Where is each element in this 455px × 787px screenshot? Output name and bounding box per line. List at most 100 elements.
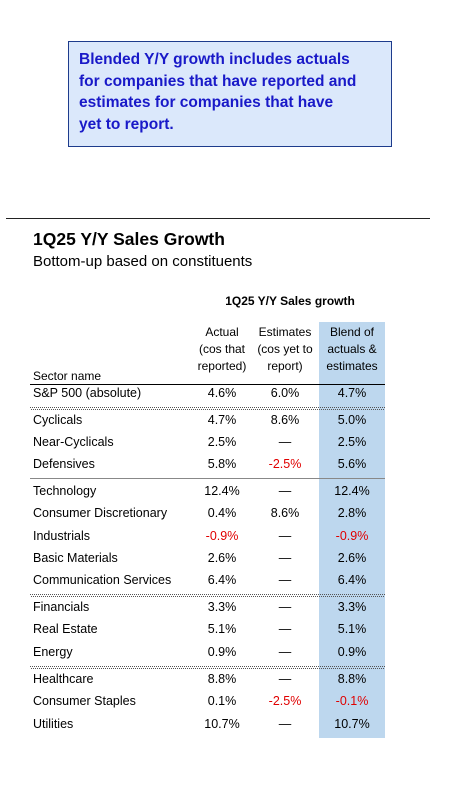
header-rule — [30, 384, 385, 385]
estimates-cell: 6.0% — [270, 386, 300, 400]
sector-column-header: Sector name — [33, 369, 102, 383]
estimates-cell: 8.6% — [270, 506, 300, 520]
sector-name-cell: Technology — [33, 484, 97, 498]
sector-name-cell: Cyclicals — [33, 413, 83, 427]
table-row: Real Estate 5.1% — 5.1% — [30, 620, 385, 640]
actual-cell: 4.7% — [207, 413, 237, 427]
table-row: Industrials -0.9% — -0.9% — [30, 527, 385, 547]
estimates-cell: 8.6% — [270, 413, 300, 427]
header-line: estimates — [326, 359, 378, 373]
sector-name-cell: Defensives — [33, 457, 95, 471]
table-row: Consumer Staples 0.1% -2.5% -0.1% — [30, 692, 385, 712]
actual-cell: 6.4% — [207, 573, 237, 587]
estimates-cell: -2.5% — [268, 694, 302, 708]
header-line: Blend of — [329, 325, 375, 339]
table-row: Consumer Discretionary 0.4% 8.6% 2.8% — [30, 504, 385, 524]
table-row: Cyclicals 4.7% 8.6% 5.0% — [30, 411, 385, 431]
actual-cell: 0.9% — [207, 645, 237, 659]
group-divider — [30, 478, 385, 479]
blend-cell: 3.3% — [337, 600, 367, 614]
estimates-column-header: Estimates (cos yet to report) — [250, 324, 320, 375]
estimates-cell: — — [278, 645, 292, 659]
actual-cell: 3.3% — [207, 600, 237, 614]
estimates-cell: — — [278, 717, 292, 731]
table-row: Basic Materials 2.6% — 2.6% — [30, 549, 385, 569]
estimates-cell: — — [278, 435, 292, 449]
note-line: for companies that have reported and — [79, 72, 357, 90]
estimates-cell: — — [278, 529, 292, 543]
sector-name-cell: Consumer Staples — [33, 694, 136, 708]
blend-cell: 2.8% — [337, 506, 367, 520]
table-row: Defensives 5.8% -2.5% 5.6% — [30, 455, 385, 475]
header-line: Actual — [205, 325, 239, 339]
blend-cell: 10.7% — [334, 717, 370, 731]
estimates-cell: — — [278, 551, 292, 565]
actual-cell: 0.4% — [207, 506, 237, 520]
table-row: Near-Cyclicals 2.5% — 2.5% — [30, 433, 385, 453]
actual-cell: 5.8% — [207, 457, 237, 471]
actual-cell: 0.1% — [207, 694, 237, 708]
sector-name-cell: Utilities — [33, 717, 74, 731]
blend-cell: -0.1% — [335, 694, 369, 708]
blend-cell: 2.6% — [337, 551, 367, 565]
header-line: Estimates — [258, 325, 312, 339]
table-row: S&P 500 (absolute) 4.6% 6.0% 4.7% — [30, 384, 385, 404]
sector-name-cell: Energy — [33, 645, 73, 659]
blend-cell: 4.7% — [337, 386, 367, 400]
table-row: Utilities 10.7% — 10.7% — [30, 715, 385, 735]
sector-name-cell: Financials — [33, 600, 90, 614]
blend-cell: -0.9% — [335, 529, 369, 543]
blend-cell: 6.4% — [337, 573, 367, 587]
blend-cell: 12.4% — [334, 484, 370, 498]
sector-name-cell: Consumer Discretionary — [33, 506, 168, 520]
blend-cell: 5.6% — [337, 457, 367, 471]
header-line: report) — [267, 359, 303, 373]
estimates-cell: — — [278, 672, 292, 686]
table-row: Energy 0.9% — 0.9% — [30, 643, 385, 663]
sector-name-cell: S&P 500 (absolute) — [33, 386, 142, 400]
blend-cell: 5.0% — [337, 413, 367, 427]
actual-cell: 12.4% — [204, 484, 240, 498]
group-divider — [30, 594, 385, 597]
blend-column-header: Blend of actuals & estimates — [319, 324, 385, 375]
estimates-cell: — — [278, 573, 292, 587]
header-line: (cos yet to — [257, 342, 313, 356]
top-rule — [6, 218, 430, 219]
table-title: 1Q25 Y/Y Sales Growth — [33, 229, 225, 249]
sector-name-cell: Healthcare — [33, 672, 94, 686]
group-header: 1Q25 Y/Y Sales growth — [225, 294, 355, 308]
estimates-cell: — — [278, 600, 292, 614]
blend-cell: 2.5% — [337, 435, 367, 449]
estimates-cell: -2.5% — [268, 457, 302, 471]
estimates-cell: — — [278, 622, 292, 636]
sector-name-cell: Communication Services — [33, 573, 172, 587]
estimates-cell: — — [278, 484, 292, 498]
sector-name-cell: Industrials — [33, 529, 90, 543]
group-divider — [30, 407, 385, 410]
header-line: actuals & — [327, 342, 377, 356]
header-line: (cos that — [198, 342, 246, 356]
blend-cell: 5.1% — [337, 622, 367, 636]
note-line: estimates for companies that have — [79, 94, 334, 111]
sector-name-cell: Near-Cyclicals — [33, 435, 114, 449]
actual-cell: 5.1% — [207, 622, 237, 636]
actual-column-header: Actual (cos that reported) — [180, 324, 264, 375]
actual-cell: 10.7% — [204, 717, 240, 731]
actual-cell: 4.6% — [207, 386, 237, 400]
table-row: Healthcare 8.8% — 8.8% — [30, 670, 385, 690]
note-line: yet to report. — [79, 115, 174, 133]
group-divider — [30, 666, 385, 669]
note-line: Blended Y/Y growth includes actuals — [79, 51, 350, 68]
table-subtitle: Bottom-up based on constituents — [33, 253, 253, 270]
table-row: Technology 12.4% — 12.4% — [30, 482, 385, 502]
actual-cell: 2.5% — [207, 435, 237, 449]
actual-cell: -0.9% — [205, 529, 239, 543]
sector-name-cell: Basic Materials — [33, 551, 118, 565]
actual-cell: 8.8% — [207, 672, 237, 686]
note-box: Blended Y/Y growth includes actuals for … — [68, 41, 392, 147]
actual-cell: 2.6% — [207, 551, 237, 565]
header-line: reported) — [197, 359, 247, 373]
table-row: Financials 3.3% — 3.3% — [30, 598, 385, 618]
table-row: Communication Services 6.4% — 6.4% — [30, 571, 385, 591]
blend-cell: 8.8% — [337, 672, 367, 686]
